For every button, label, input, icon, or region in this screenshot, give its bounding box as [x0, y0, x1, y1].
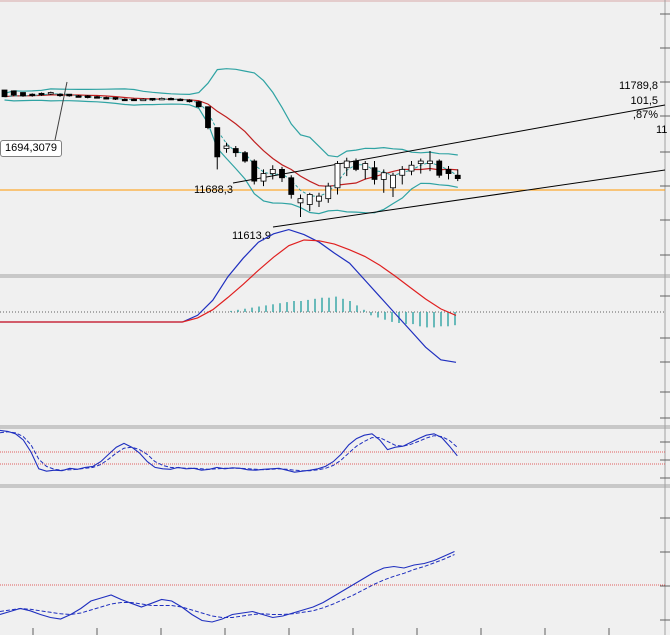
- candle-body[interactable]: [66, 93, 73, 97]
- macd-panel: [0, 228, 665, 363]
- stochastic-panel: [0, 429, 665, 473]
- trendline-lower[interactable]: [272, 169, 666, 228]
- candle-body[interactable]: [297, 198, 304, 204]
- level-cut-label: 11: [656, 124, 667, 136]
- candle-body[interactable]: [232, 148, 239, 154]
- candle-body[interactable]: [1, 89, 8, 98]
- macd-histogram: [230, 296, 456, 328]
- candle-body[interactable]: [140, 98, 147, 102]
- annotation-box[interactable]: 1694,3079: [0, 140, 62, 157]
- candle-body[interactable]: [57, 93, 63, 97]
- candle-body[interactable]: [168, 97, 174, 101]
- candle-body[interactable]: [325, 185, 332, 200]
- candle-body[interactable]: [251, 160, 258, 182]
- candle-body[interactable]: [205, 106, 211, 129]
- candle-body[interactable]: [371, 167, 378, 180]
- candle-body[interactable]: [306, 194, 313, 205]
- candle-body[interactable]: [334, 163, 341, 189]
- candle-body[interactable]: [399, 169, 406, 176]
- candle-body[interactable]: [149, 97, 156, 101]
- candle-body[interactable]: [427, 160, 433, 164]
- panel-separator-2[interactable]: [0, 425, 670, 429]
- candle-body[interactable]: [390, 174, 396, 189]
- oscillator-panel: [0, 550, 665, 623]
- candle-body[interactable]: [223, 145, 230, 149]
- candle-body[interactable]: [316, 195, 322, 202]
- candle-body[interactable]: [260, 173, 267, 182]
- candle-body[interactable]: [417, 160, 424, 164]
- candle-body[interactable]: [121, 98, 128, 102]
- candle-body[interactable]: [436, 160, 443, 176]
- candle-body[interactable]: [380, 172, 387, 180]
- candle-body[interactable]: [29, 93, 36, 97]
- candle-body[interactable]: [279, 169, 285, 179]
- bollinger-upper-band: [4, 68, 458, 158]
- candle-body[interactable]: [195, 101, 202, 108]
- candle-body[interactable]: [75, 95, 82, 98]
- candle-body[interactable]: [10, 90, 17, 96]
- level-mid-label: 11688,3: [194, 184, 233, 196]
- bollinger-lower-band: [4, 99, 458, 215]
- candle-body[interactable]: [158, 97, 165, 101]
- candle-body[interactable]: [186, 99, 193, 103]
- candle-body[interactable]: [454, 174, 461, 179]
- candle-body[interactable]: [214, 127, 221, 158]
- price-panel: 11789,8 101,5 ,87% 11 11688,3 11613,9: [0, 68, 667, 242]
- candle-body[interactable]: [353, 160, 359, 170]
- trendline-upper[interactable]: [232, 104, 666, 184]
- candle-body[interactable]: [94, 96, 100, 99]
- level-high-label: 11789,8: [619, 80, 658, 92]
- candle-body[interactable]: [362, 163, 369, 170]
- candle-body[interactable]: [103, 97, 110, 100]
- candle-body[interactable]: [112, 97, 119, 100]
- candle-body[interactable]: [20, 92, 26, 97]
- candle-body[interactable]: [242, 152, 248, 162]
- candle-body[interactable]: [269, 169, 276, 174]
- candle-body[interactable]: [38, 92, 45, 96]
- annotation-pointer: [54, 81, 68, 141]
- candle-body[interactable]: [408, 164, 415, 172]
- candle-body[interactable]: [343, 160, 350, 169]
- level-low-label: 11613,9: [232, 230, 271, 242]
- candle-body[interactable]: [131, 98, 137, 102]
- candles: [1, 89, 461, 218]
- axis-ticks: [32, 13, 670, 635]
- oscillator-line: [0, 550, 455, 623]
- level-pct-b-label: ,87%: [633, 109, 658, 121]
- panel-separator-1[interactable]: [0, 274, 670, 278]
- macd-signal-line: [0, 239, 457, 323]
- oscillator-signal-line: [0, 554, 455, 618]
- candle-body[interactable]: [177, 98, 184, 102]
- candle-body[interactable]: [288, 177, 295, 195]
- level-pct-a-label: 101,5: [630, 95, 658, 107]
- candle-body[interactable]: [47, 92, 54, 95]
- candle-body[interactable]: [84, 95, 91, 98]
- stochastic-d-line: [0, 431, 458, 472]
- panel-separator-3[interactable]: [0, 484, 670, 488]
- candle-body[interactable]: [445, 169, 452, 174]
